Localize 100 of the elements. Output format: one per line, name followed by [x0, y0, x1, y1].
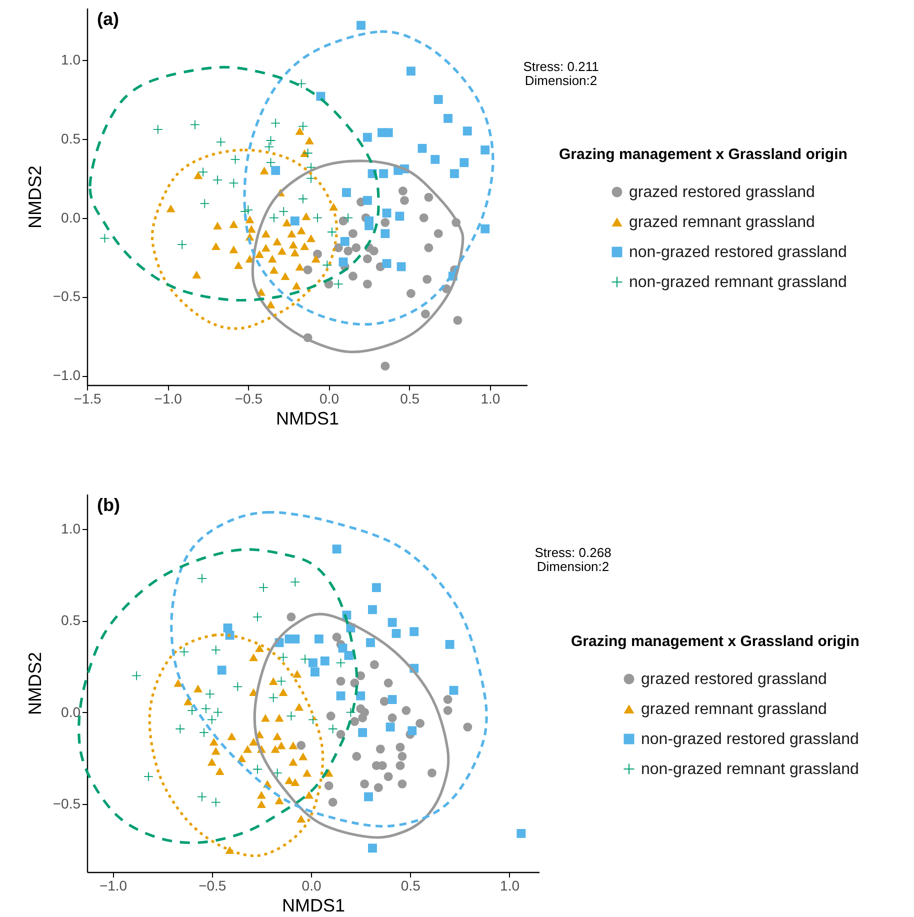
point — [268, 693, 278, 702]
y-tick-label: 0.5 — [61, 612, 81, 628]
point — [408, 726, 417, 736]
point — [132, 671, 142, 680]
point — [314, 634, 324, 644]
point — [278, 688, 288, 696]
point — [194, 684, 202, 692]
point — [298, 752, 308, 760]
point — [370, 660, 379, 670]
point — [290, 216, 300, 226]
point — [380, 362, 390, 371]
point — [352, 243, 361, 252]
point — [336, 730, 346, 739]
point — [362, 132, 372, 142]
point — [272, 768, 282, 778]
point — [384, 772, 393, 782]
point — [336, 691, 346, 700]
point — [198, 168, 208, 177]
point — [199, 728, 208, 738]
point — [340, 236, 350, 246]
point — [328, 228, 336, 236]
point — [287, 230, 296, 238]
point — [217, 666, 226, 675]
point — [245, 216, 254, 224]
point — [360, 779, 370, 788]
point — [282, 218, 292, 226]
point — [271, 118, 280, 128]
point — [344, 651, 354, 660]
legend-label: grazed restored grassland — [629, 184, 815, 201]
point — [290, 634, 300, 644]
point — [406, 66, 416, 76]
point — [292, 282, 301, 290]
point — [449, 686, 458, 695]
point — [256, 800, 266, 808]
point — [278, 247, 286, 255]
x-tick-label: 1.0 — [480, 390, 500, 406]
point — [261, 230, 270, 238]
point — [332, 632, 342, 642]
point — [207, 758, 216, 766]
chart-title: (a) — [97, 9, 120, 29]
point — [402, 706, 411, 715]
point — [286, 612, 296, 622]
point — [292, 670, 302, 678]
point — [328, 724, 338, 734]
point — [310, 668, 320, 676]
point — [253, 612, 262, 622]
annotation: Stress: 0.268 — [534, 545, 612, 560]
point — [144, 772, 153, 782]
point — [302, 212, 311, 220]
legend-label: non-grazed remnant grassland — [629, 274, 847, 291]
point — [176, 724, 185, 734]
legend-title: Grazing management x Grassland origin — [559, 146, 848, 163]
point — [384, 128, 393, 138]
point — [194, 171, 203, 180]
point — [364, 792, 373, 802]
point — [338, 644, 348, 653]
y-tick-label: 1.0 — [61, 520, 81, 536]
point — [395, 212, 404, 221]
point — [418, 144, 427, 153]
x-axis-title: NMDS1 — [276, 408, 340, 428]
legend-label: non-grazed restored grassland — [641, 731, 859, 748]
point — [270, 745, 280, 753]
point — [338, 216, 348, 226]
point — [388, 713, 397, 722]
point — [243, 745, 252, 753]
annotation: Stress: 0.211 — [523, 59, 599, 74]
legend-label: grazed remnant grassland — [629, 214, 815, 231]
point — [398, 186, 408, 196]
point — [269, 266, 278, 274]
annotation: Dimension:2 — [524, 73, 598, 88]
point — [410, 627, 419, 636]
point — [303, 148, 312, 158]
point — [480, 145, 490, 154]
point — [274, 714, 284, 722]
point — [443, 706, 452, 715]
point — [368, 605, 377, 614]
point — [279, 207, 288, 216]
x-tick-label: −0.5 — [198, 878, 226, 894]
point — [444, 114, 452, 123]
point — [288, 240, 298, 248]
point — [430, 154, 440, 164]
point — [369, 246, 378, 256]
point — [266, 300, 276, 308]
point — [304, 136, 314, 144]
point — [294, 702, 304, 711]
y-tick-label: 0.0 — [61, 209, 81, 226]
point — [366, 638, 375, 648]
x-tick-label: 0.0 — [302, 878, 322, 894]
point — [328, 798, 338, 807]
point — [174, 679, 183, 687]
point — [460, 158, 469, 168]
point — [358, 713, 368, 722]
point — [434, 229, 443, 238]
point — [424, 192, 434, 202]
point — [205, 690, 214, 698]
point — [422, 274, 432, 284]
point — [420, 310, 430, 318]
point — [258, 583, 268, 592]
point — [200, 199, 210, 208]
point — [304, 791, 314, 799]
